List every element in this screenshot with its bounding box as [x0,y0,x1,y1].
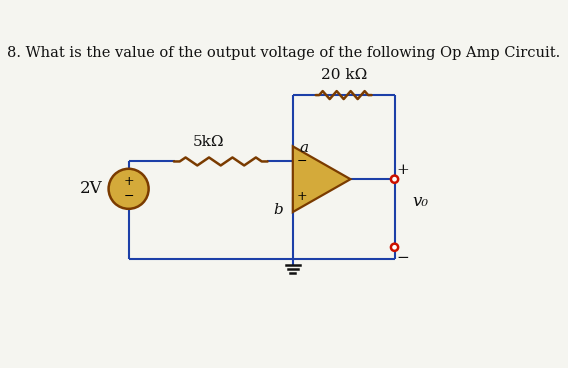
Circle shape [391,244,398,251]
Text: a: a [299,141,308,155]
Text: −: − [297,155,308,168]
Text: 8. What is the value of the output voltage of the following Op Amp Circuit.: 8. What is the value of the output volta… [7,46,561,60]
Polygon shape [293,146,350,212]
Text: +: + [396,163,409,177]
Text: 2V: 2V [80,180,102,197]
Text: 5kΩ: 5kΩ [193,135,224,149]
Text: v₀: v₀ [412,193,428,210]
Circle shape [108,169,149,209]
Text: 20 kΩ: 20 kΩ [320,68,367,82]
Text: +: + [297,190,308,204]
Text: −: − [396,251,409,265]
Text: b: b [273,204,283,217]
Text: +: + [123,175,134,188]
Text: −: − [123,190,134,203]
Circle shape [391,176,398,183]
